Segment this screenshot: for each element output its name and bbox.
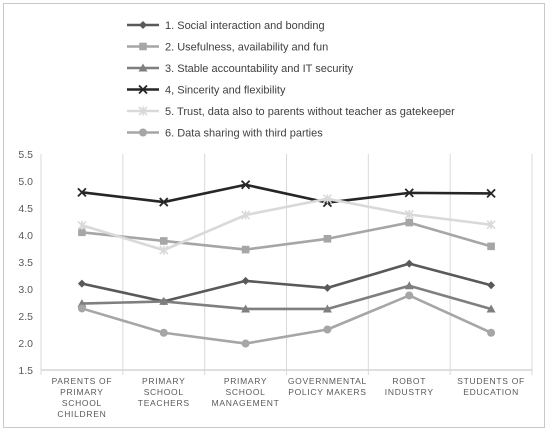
y-tick-label: 2.5 [18,311,33,323]
y-tick-label: 4.0 [18,230,33,242]
data-point-marker [159,237,168,245]
data-point-marker [323,234,332,243]
series-line [81,284,492,311]
data-point-marker [404,281,414,290]
data-point-marker [78,228,86,237]
legend-label: 2. Usefulness, availability and fun [165,42,328,54]
x-category-label: EDUCATION [463,387,519,397]
data-point-marker [322,194,332,204]
legend-item: 5. Trust, data also to parents without t… [127,106,455,118]
x-category-label: ROBOT [392,376,426,386]
x-category-label: PRIMARY [142,376,185,386]
legend-item: 1. Social interaction and bonding [127,20,325,32]
data-point-marker [241,245,250,254]
series-6 [77,291,496,348]
data-point-marker [77,304,86,313]
data-point-marker [323,325,332,334]
data-point-marker [241,304,251,313]
chart-frame [3,3,545,428]
y-tick-label: 5.0 [18,176,33,188]
data-point-marker [159,197,169,207]
legend-marker [139,21,147,29]
legend-marker [139,128,147,137]
data-point-marker [404,209,414,220]
x-category-label: POLICY MAKERS [288,387,366,397]
y-tick-label: 5.5 [18,149,33,161]
data-point-marker [241,339,250,348]
x-category-label: SCHOOL [226,387,266,397]
legend-marker [139,42,147,51]
data-point-marker [159,296,169,305]
y-tick-label: 2.0 [18,338,33,350]
legend-marker [138,63,148,72]
data-point-marker [77,220,87,230]
y-tick-label: 3.5 [18,257,33,269]
x-category-label: PRIMARY [60,387,103,397]
series-line [81,183,492,204]
x-category-label: SCHOOL [144,387,184,397]
data-point-marker [77,299,87,308]
data-point-marker [240,180,251,190]
data-point-marker [487,242,495,251]
data-point-marker [322,304,332,313]
data-point-marker [487,281,496,290]
legend-label: 3. Stable accountability and IT security [165,63,354,75]
legend-item: 3. Stable accountability and IT security [127,63,354,75]
x-category-label: CHILDREN [57,409,106,419]
x-category-label: TEACHERS [138,398,190,408]
data-point-marker [77,187,87,197]
series-3 [77,281,496,313]
x-category-label: SCHOOL [62,398,102,408]
y-tick-label: 4.5 [18,203,33,215]
legend-item: 6. Data sharing with third parties [127,128,323,140]
legend-item: 2. Usefulness, availability and fun [127,42,328,54]
legend-label: 1. Social interaction and bonding [165,20,325,32]
legend-marker [138,106,148,116]
data-point-marker [486,220,496,230]
series-line [81,221,492,251]
legend-item: 4, Sincerity and flexibility [127,85,286,97]
x-category-label: PARENTS OF [52,376,113,386]
series-2 [78,218,495,254]
legend-label: 4, Sincerity and flexibility [165,85,286,97]
legend-label: 6. Data sharing with third parties [165,128,323,140]
data-point-marker [486,304,496,313]
data-point-marker [487,328,496,337]
data-point-marker [404,188,414,198]
data-point-marker [159,245,169,255]
data-point-marker [323,283,332,292]
legend-marker [138,84,148,95]
data-point-marker [159,328,168,337]
legend-label: 5. Trust, data also to parents without t… [165,106,455,118]
data-point-marker [77,279,86,288]
y-tick-label: 3.0 [18,284,33,296]
data-point-marker [405,291,414,300]
data-point-marker [405,259,414,268]
x-category-label: STUDENTS OF [457,376,525,386]
y-tick-label: 1.5 [18,365,33,377]
data-point-marker [241,210,251,220]
series-line [81,197,492,252]
data-point-marker [241,276,250,285]
x-category-label: PRIMARY [224,376,267,386]
x-category-label: MANAGEMENT [212,398,280,408]
series-line [81,262,492,303]
series-line [81,294,492,345]
data-point-marker [486,188,496,199]
x-category-label: GOVERNMENTAL [288,376,367,386]
series-5 [77,194,496,255]
x-category-label: INDUSTRY [385,387,434,397]
data-point-marker [405,218,414,227]
